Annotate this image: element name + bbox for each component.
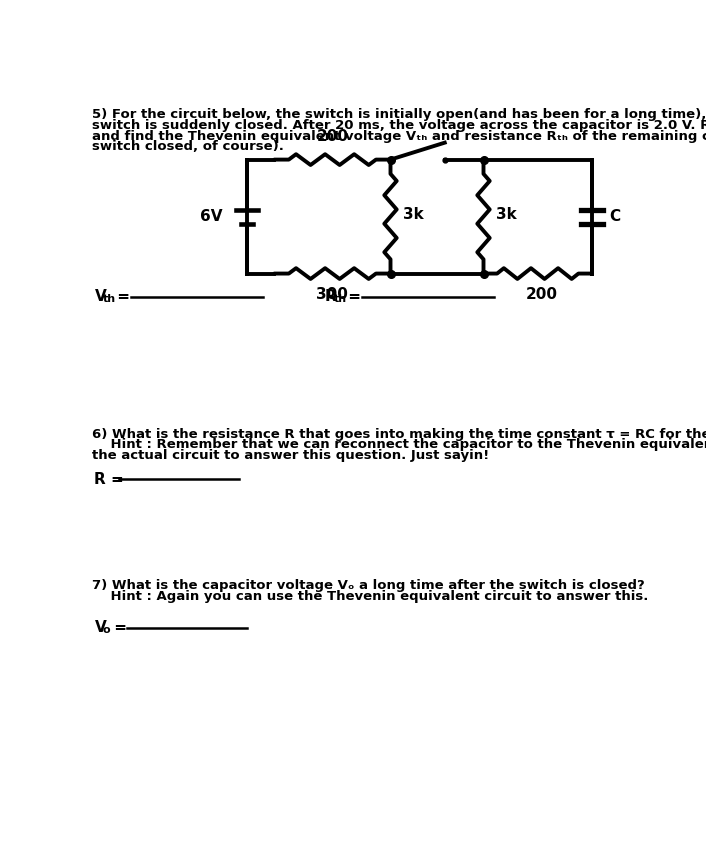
Text: Hint : Remember that we can reconnect the capacitor to the Thevenin equivalent c: Hint : Remember that we can reconnect th… bbox=[92, 438, 706, 451]
Text: 6V: 6V bbox=[200, 209, 222, 224]
Text: the actual circuit to answer this question. Just sayin!: the actual circuit to answer this questi… bbox=[92, 449, 489, 462]
Text: 6) What is the resistance R that goes into making the time constant τ = RC for t: 6) What is the resistance R that goes in… bbox=[92, 428, 706, 441]
Text: R: R bbox=[325, 289, 336, 304]
Text: 7) What is the capacitor voltage Vₒ a long time after the switch is closed?: 7) What is the capacitor voltage Vₒ a lo… bbox=[92, 579, 645, 592]
Text: =: = bbox=[109, 621, 127, 635]
Text: th: th bbox=[334, 294, 347, 304]
Text: switch is suddenly closed. After 20 ms, the voltage across the capacitor is 2.0 : switch is suddenly closed. After 20 ms, … bbox=[92, 119, 706, 132]
Text: V: V bbox=[95, 289, 106, 304]
Text: =: = bbox=[343, 289, 361, 304]
Text: V: V bbox=[95, 621, 106, 635]
Text: th: th bbox=[103, 294, 116, 304]
Text: switch closed, of course).: switch closed, of course). bbox=[92, 141, 284, 154]
Text: 3k: 3k bbox=[496, 207, 517, 221]
Text: 200: 200 bbox=[526, 287, 558, 302]
Text: C: C bbox=[609, 209, 620, 224]
Text: 3k: 3k bbox=[403, 207, 424, 221]
Text: and find the Thevenin equivalent voltage Vₜₕ and resistance Rₜₕ of the remaining: and find the Thevenin equivalent voltage… bbox=[92, 129, 706, 142]
Text: =: = bbox=[112, 289, 131, 304]
Text: 300: 300 bbox=[316, 287, 348, 302]
Text: 200: 200 bbox=[316, 129, 348, 144]
Text: 5) For the circuit below, the switch is initially open(and has been for a long t: 5) For the circuit below, the switch is … bbox=[92, 108, 706, 121]
Text: o: o bbox=[103, 625, 111, 635]
Text: Hint : Again you can use the Thevenin equivalent circuit to answer this.: Hint : Again you can use the Thevenin eq… bbox=[92, 590, 649, 603]
Text: R =: R = bbox=[95, 471, 124, 487]
